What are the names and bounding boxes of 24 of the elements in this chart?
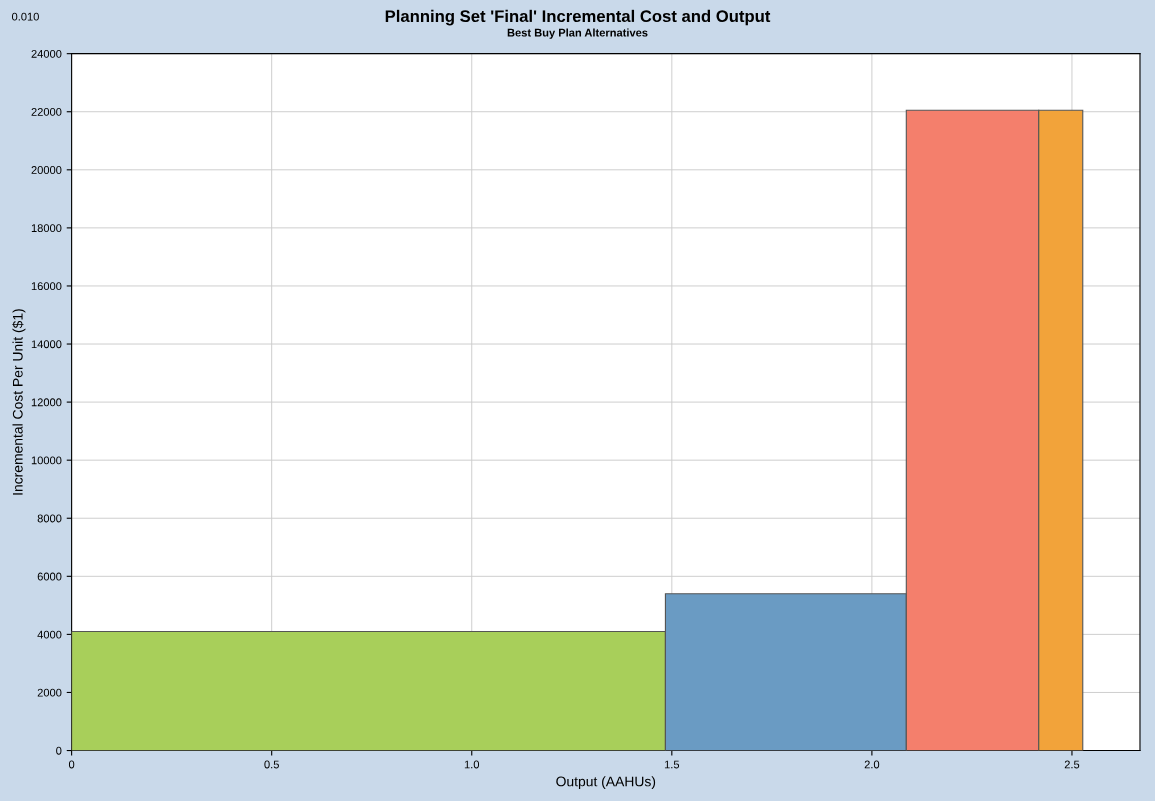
y-tick-label: 14000 [31,340,62,349]
y-tick-label: 12000 [31,398,62,407]
chart-title: Planning Set 'Final' Incremental Cost and Output [385,9,771,26]
x-tick-label: 0.5 [264,760,279,769]
y-tick-label: 0 [56,746,62,755]
x-tick-label: 1.5 [664,760,680,769]
y-axis-title: Incremental Cost Per Unit ($1) [12,309,26,495]
y-tick-label: 22000 [31,108,62,116]
y-tick-label: 8000 [37,514,62,523]
y-tick-label: 20000 [31,166,62,174]
chart-subtitle: Best Buy Plan Alternatives [507,28,648,39]
y-tick-label: 4000 [37,630,62,639]
y-tick-label: 18000 [31,224,62,233]
x-tick-label: 2.5 [1064,760,1080,769]
y-tick-label: 10000 [31,456,62,465]
y-tick-label: 24000 [31,49,62,58]
x-tick-label: 0 [68,760,75,769]
x-tick-label: 2.0 [864,760,880,769]
x-axis-title: Output (AAHUs) [556,776,656,790]
x-tick-label: 1.0 [464,760,480,769]
y-tick-label: 2000 [37,688,62,697]
text: 0.010 [11,12,39,21]
y-tick-label: 6000 [37,572,62,581]
y-tick-label: 16000 [31,282,62,291]
